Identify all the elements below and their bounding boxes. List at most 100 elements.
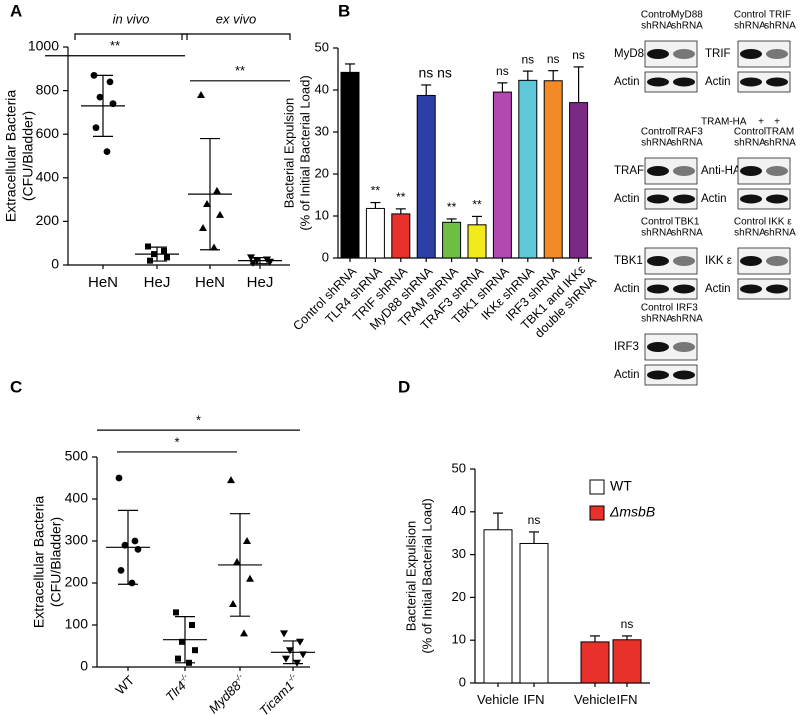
legend-label: WT [610,478,632,494]
blot-lane-label: shRNA [764,138,796,149]
y-tick-label: 0 [459,674,466,689]
y-axis-label: (% of Initial Bacterial Load) [297,75,312,230]
point [299,651,307,659]
point [117,567,125,574]
x-tick-label: IFN [617,692,638,707]
x-tick-label: Vehicle [477,692,519,707]
blot-band [740,284,762,294]
bar [416,94,436,259]
blot-lane-label: Control [641,127,673,138]
blot-lane-label: TRIF [769,10,791,21]
blot-row-label: TRAF3 [614,165,650,177]
point [103,148,111,156]
blot-band [647,256,669,266]
blot-lane-label: shRNA [641,314,673,325]
significance-label: ns [521,52,534,66]
y-tick-label: 200 [36,212,60,228]
category-name: HeN [195,274,225,291]
y-tick-label: 800 [36,81,60,97]
y-tick-label: 10 [315,207,329,222]
category-superscript: -/- [233,672,245,684]
blot-lane-label: shRNA [671,21,703,32]
category-name: HeN [88,274,118,291]
blot-frame [644,71,698,93]
blot-lane-label: Control [641,10,673,21]
legend-swatch [589,479,605,495]
blot-row-label: Anti-HA [701,165,741,177]
y-tick-label: 20 [315,165,329,180]
blot-band [673,49,695,59]
blot-lane-label: shRNA [641,138,673,149]
panel-label: C [10,377,22,396]
y-tick-label: 20 [452,589,466,604]
blot-frame [644,278,698,300]
y-tick-label: 40 [315,81,329,96]
blot-band [740,77,762,87]
blot-lane-label: TBK1 [674,217,699,228]
y-axis-label: (CFU/Bladder) [20,111,36,201]
y-tick-label: 40 [452,503,466,518]
point [282,655,290,663]
blot-lane-label: shRNA [641,228,673,239]
significance-label: * [196,413,201,428]
blot-band [740,256,762,266]
x-tick-label: HeJ [144,274,171,291]
significance-label: ** [472,198,482,212]
blot-header: + [774,117,780,128]
point [213,186,221,194]
point [128,579,136,587]
y-tick-label: 400 [65,490,89,506]
bar [543,80,563,259]
y-tick-label: 200 [65,574,89,590]
blot-band [740,49,762,59]
blot-lane-label: IRF3 [676,303,698,314]
point [227,476,235,484]
blot-lane-label: shRNA [764,228,796,239]
point [286,647,294,655]
blot-row-label: IKK ε [705,255,732,267]
bar [483,529,513,684]
blot-lane-label: shRNA [734,138,766,149]
category-name: Vehicle [574,692,616,707]
blot-row-label: Actin [701,193,727,205]
blot-lane-label: shRNA [764,21,796,32]
blot-lane-label: TRAF3 [671,127,703,138]
x-tick-label: Tlr4-/- [162,672,195,705]
group-bracket [181,33,291,40]
significance-label: ns [547,52,560,66]
blot-lane-label: shRNA [734,228,766,239]
point [145,243,151,250]
bar [340,71,360,259]
blot-band [647,166,669,176]
y-tick-label: 400 [36,169,60,185]
point [197,90,205,98]
y-axis-label: Bacterial Expulsion [403,521,418,632]
significance-label: ns [572,48,585,62]
point [96,93,104,101]
blot-row-label: Actin [705,76,731,88]
significance-label: ** [371,184,381,198]
significance-label: ** [447,200,457,214]
point [173,609,179,616]
significance-label: ns [621,617,634,631]
bar [492,91,512,259]
bar [518,79,538,259]
blot-row-label: TBK1 [614,255,643,267]
panel-label: A [10,1,22,20]
point [115,474,123,482]
blot-row-label: Actin [614,283,640,295]
blot-frame [644,188,698,210]
point [243,537,251,544]
category-name: IFN [524,692,545,707]
legend-label: ΔmsbB [609,504,655,520]
y-tick-label: 30 [315,123,329,138]
y-tick-label: 300 [65,532,89,548]
blot-row-label: MyD88 [614,48,650,60]
blot-band [647,370,669,380]
group-label: in vivo [113,11,150,26]
point [164,254,170,261]
blot-band [766,256,788,266]
blot-row-label: Actin [705,283,731,295]
y-tick-label: 0 [322,249,329,264]
point [199,223,207,231]
